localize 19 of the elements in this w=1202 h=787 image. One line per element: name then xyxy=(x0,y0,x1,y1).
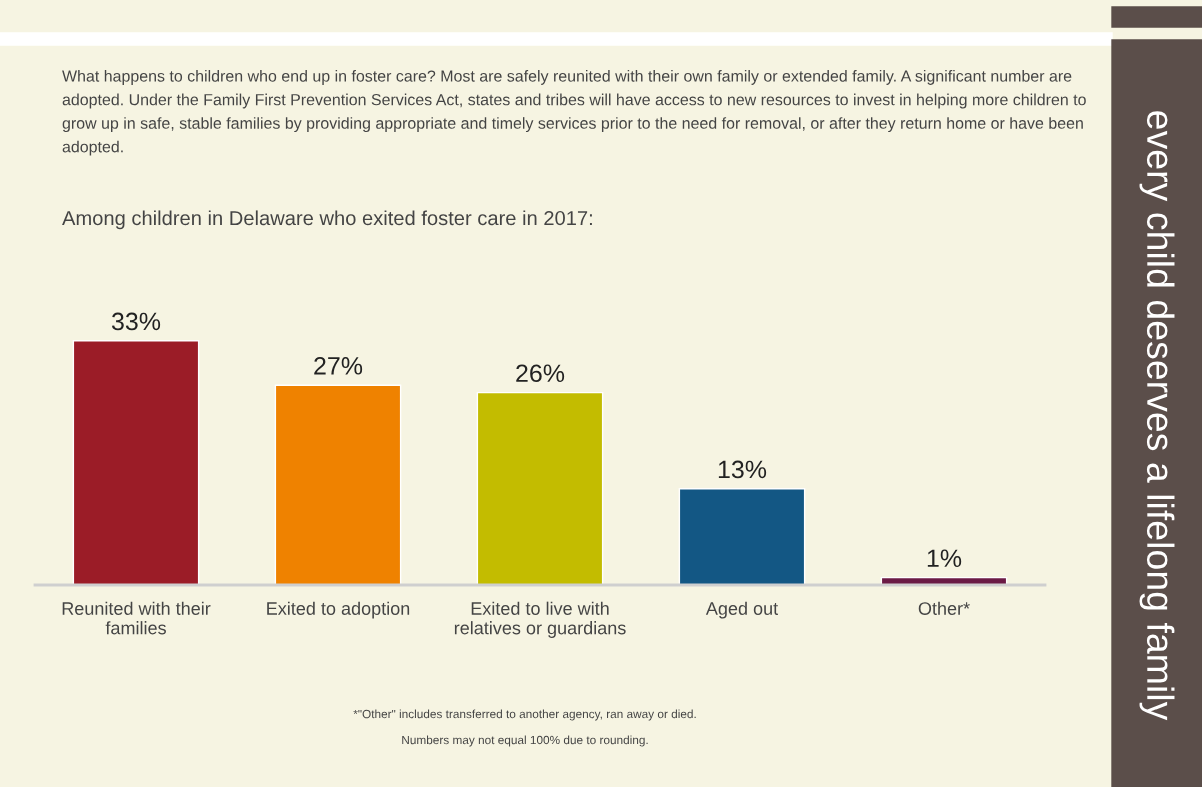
text: Numbers may not equal 100% due to rounding. xyxy=(402,735,648,747)
text: every child deserves a lifelong family xyxy=(1139,111,1175,721)
data-label: 26% xyxy=(516,364,565,383)
chart-title: Among children in Delaware who exited foster care in 2017: xyxy=(62,210,592,230)
data-label: 33% xyxy=(111,312,161,331)
data-label: 1% xyxy=(927,549,962,568)
bar xyxy=(476,391,604,585)
data-label: 13% xyxy=(718,460,767,479)
x-tick-label: Exited to adoption xyxy=(267,601,410,619)
data-label: 27% xyxy=(314,357,363,375)
bar xyxy=(274,384,402,585)
x-tick-label: Reunited with their families xyxy=(62,601,211,635)
chart-subtitle: What happens to children who end up in foster care? Most are safely reunited with their own family or extended family. A significant number are adopted. Under the Family First Prevention Services Act, states and tribes will have access to new resources to invest in helping more children to grow up in safe, stable families by providing appropriate and timely services prior to the need for removal, or after they return home or have been adopted. xyxy=(62,70,1086,156)
x-tick-label: Other* xyxy=(918,601,970,615)
bar xyxy=(678,488,806,585)
x-tick-label: Aged out xyxy=(705,601,779,619)
text: *"Other" includes transferred to another agency, ran away or died. xyxy=(353,709,696,721)
bar xyxy=(72,340,200,585)
x-tick-label: Exited to live with relatives or guardians xyxy=(454,601,626,638)
